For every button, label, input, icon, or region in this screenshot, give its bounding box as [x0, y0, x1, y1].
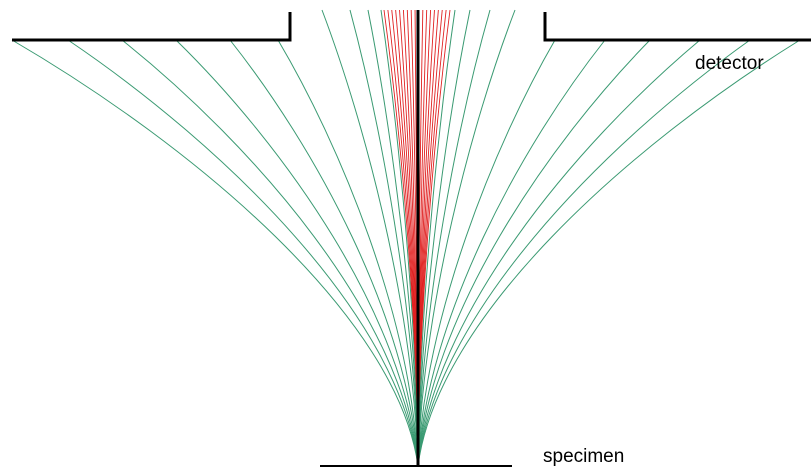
green-trajectory-13 — [417, 9, 491, 467]
green-trajectory-15 — [417, 39, 556, 467]
green-trajectory-14 — [417, 9, 516, 467]
green-trajectory-6 — [277, 39, 419, 467]
detector-right-plate — [543, 12, 811, 42]
green-trajectory-20 — [417, 39, 801, 467]
green-trajectory-19 — [417, 39, 751, 467]
green-trajectory-9 — [367, 9, 419, 467]
green-trajectory-18 — [417, 39, 701, 467]
specimen-label: specimen — [543, 446, 624, 467]
green-trajectory-17 — [417, 39, 651, 467]
green-trajectory-8 — [349, 9, 419, 467]
green-trajectory-1 — [11, 39, 419, 467]
green-trajectory-11 — [417, 9, 456, 467]
green-trajectory-group — [11, 9, 801, 467]
green-trajectory-3 — [121, 39, 419, 467]
detector-label: detector — [695, 53, 764, 74]
green-trajectory-2 — [67, 39, 419, 467]
green-trajectory-12 — [417, 9, 471, 467]
green-trajectory-16 — [417, 39, 606, 467]
detector-left-plate — [12, 12, 292, 42]
green-trajectory-4 — [175, 39, 419, 467]
green-trajectory-7 — [321, 9, 419, 467]
green-trajectory-5 — [229, 39, 419, 467]
